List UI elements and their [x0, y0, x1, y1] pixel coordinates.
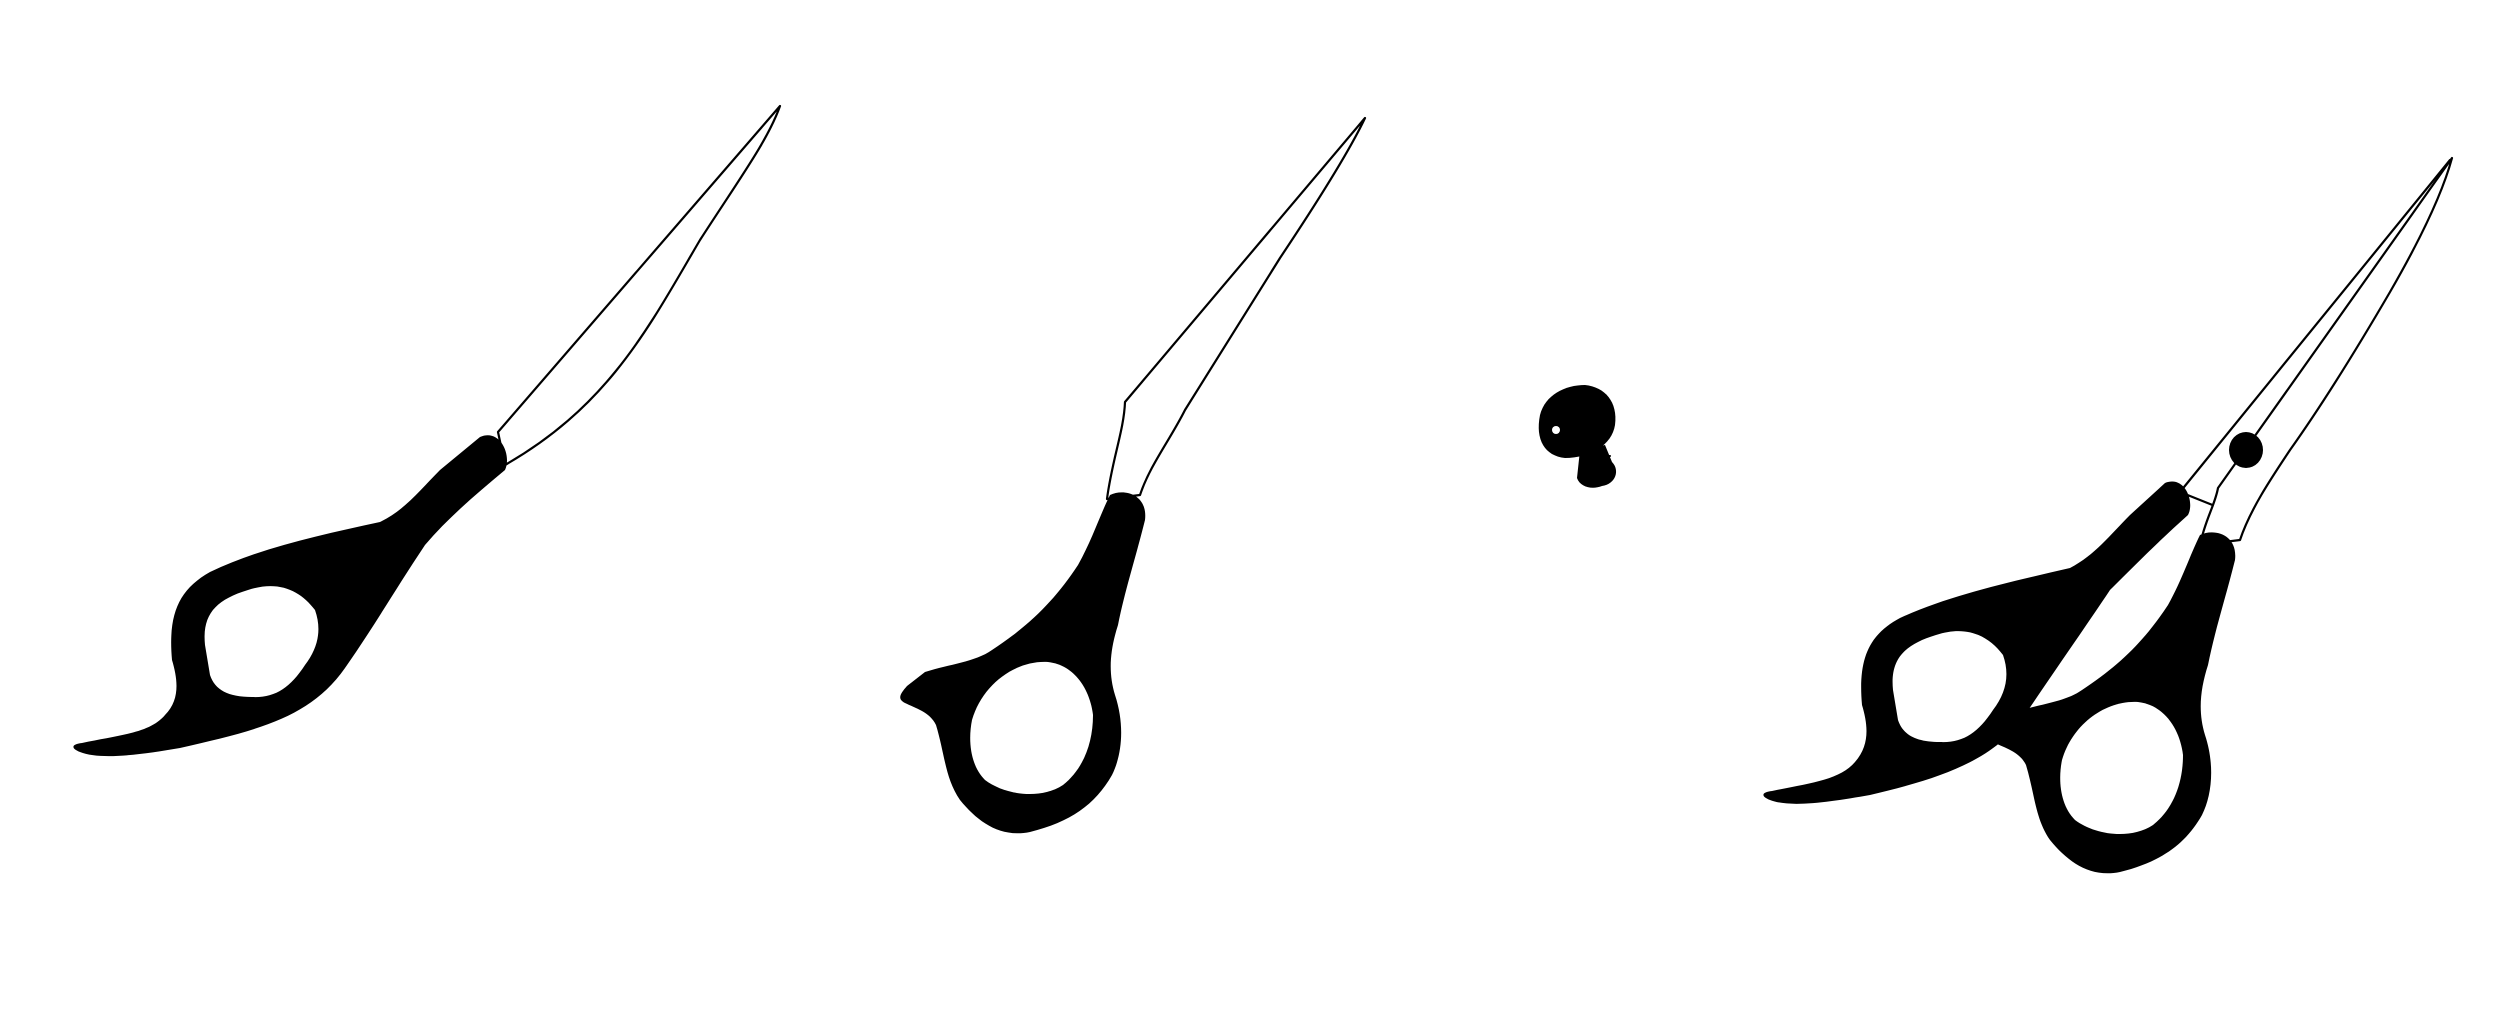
blade-a-finger-hole [204, 586, 319, 698]
assembled-handle-a-finger-hole [1892, 631, 2007, 743]
pivot-screw-rim [1549, 404, 1576, 421]
blade-b-blade [1105, 116, 1367, 501]
assembled-scissors [1763, 156, 2454, 874]
assembled-pivot-screw [2229, 432, 2263, 468]
pivot-screw-head [1538, 385, 1616, 458]
blade-a-blade [496, 104, 782, 467]
blade-b-finger-hole [970, 661, 1093, 795]
blade-b [900, 116, 1367, 834]
assembled-blade-b [2198, 156, 2454, 547]
pivot-screw [1538, 385, 1617, 488]
pivot-screw-thread-line [1581, 455, 1613, 473]
assembled-blade-a [2178, 158, 2452, 510]
pivot-screw-highlight [1552, 426, 1560, 434]
blade-a [73, 104, 782, 757]
pivot-screw-thread [1577, 445, 1617, 488]
assembled-handle-b-finger-hole [2060, 701, 2183, 835]
